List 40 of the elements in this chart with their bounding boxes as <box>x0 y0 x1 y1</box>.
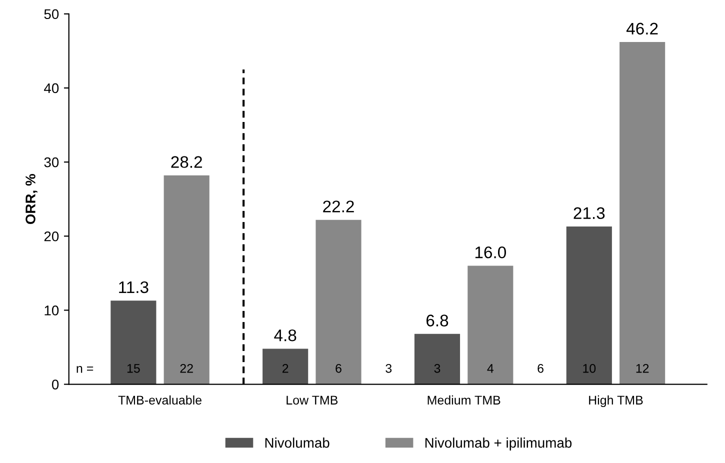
text: 28.2 <box>171 156 202 168</box>
annotation: 3 <box>386 364 392 373</box>
bar <box>110 300 156 384</box>
text: 22.2 <box>323 200 354 212</box>
bar <box>620 42 666 384</box>
annotation: 4 <box>487 364 494 373</box>
x-tick-label: High TMB <box>589 395 643 408</box>
annotation: 10 <box>583 364 596 373</box>
annotation: 3 <box>434 364 440 373</box>
bar <box>316 220 362 384</box>
bar <box>164 175 210 384</box>
x-tick-label: Low TMB <box>286 396 338 405</box>
annotation: 6 <box>538 364 544 373</box>
text: 21.3 <box>574 207 605 220</box>
y-axis-title: ORR, % <box>26 174 38 224</box>
bar <box>468 266 514 384</box>
annotation: 6 <box>336 364 342 373</box>
text: 16.0 <box>475 246 506 258</box>
bar <box>262 348 308 384</box>
text: 6.8 <box>426 314 448 326</box>
y-tick-label: 0 <box>52 380 59 390</box>
bar <box>414 334 460 384</box>
y-tick-label: 50 <box>44 9 59 20</box>
bar <box>566 226 612 384</box>
annotation: 12 <box>636 364 649 373</box>
legend-label: Nivolumab <box>265 438 330 448</box>
text: 11.3 <box>119 281 148 294</box>
text: 4.8 <box>274 329 296 342</box>
y-tick-label: 20 <box>44 231 59 242</box>
legend-label: Nivolumab + ipilimumab <box>425 438 572 450</box>
y-tick-label: 40 <box>44 83 59 94</box>
y-tick-label: 10 <box>44 306 59 316</box>
y-tick-label: 30 <box>44 157 59 168</box>
annotation: n = <box>76 366 94 373</box>
annotation: 2 <box>282 364 288 373</box>
x-tick-label: Medium TMB <box>428 395 500 405</box>
annotation: 15 <box>127 364 140 373</box>
annotation: 22 <box>180 364 193 373</box>
x-tick-label: TMB-evaluable <box>118 395 202 405</box>
text: 46.2 <box>626 22 658 35</box>
